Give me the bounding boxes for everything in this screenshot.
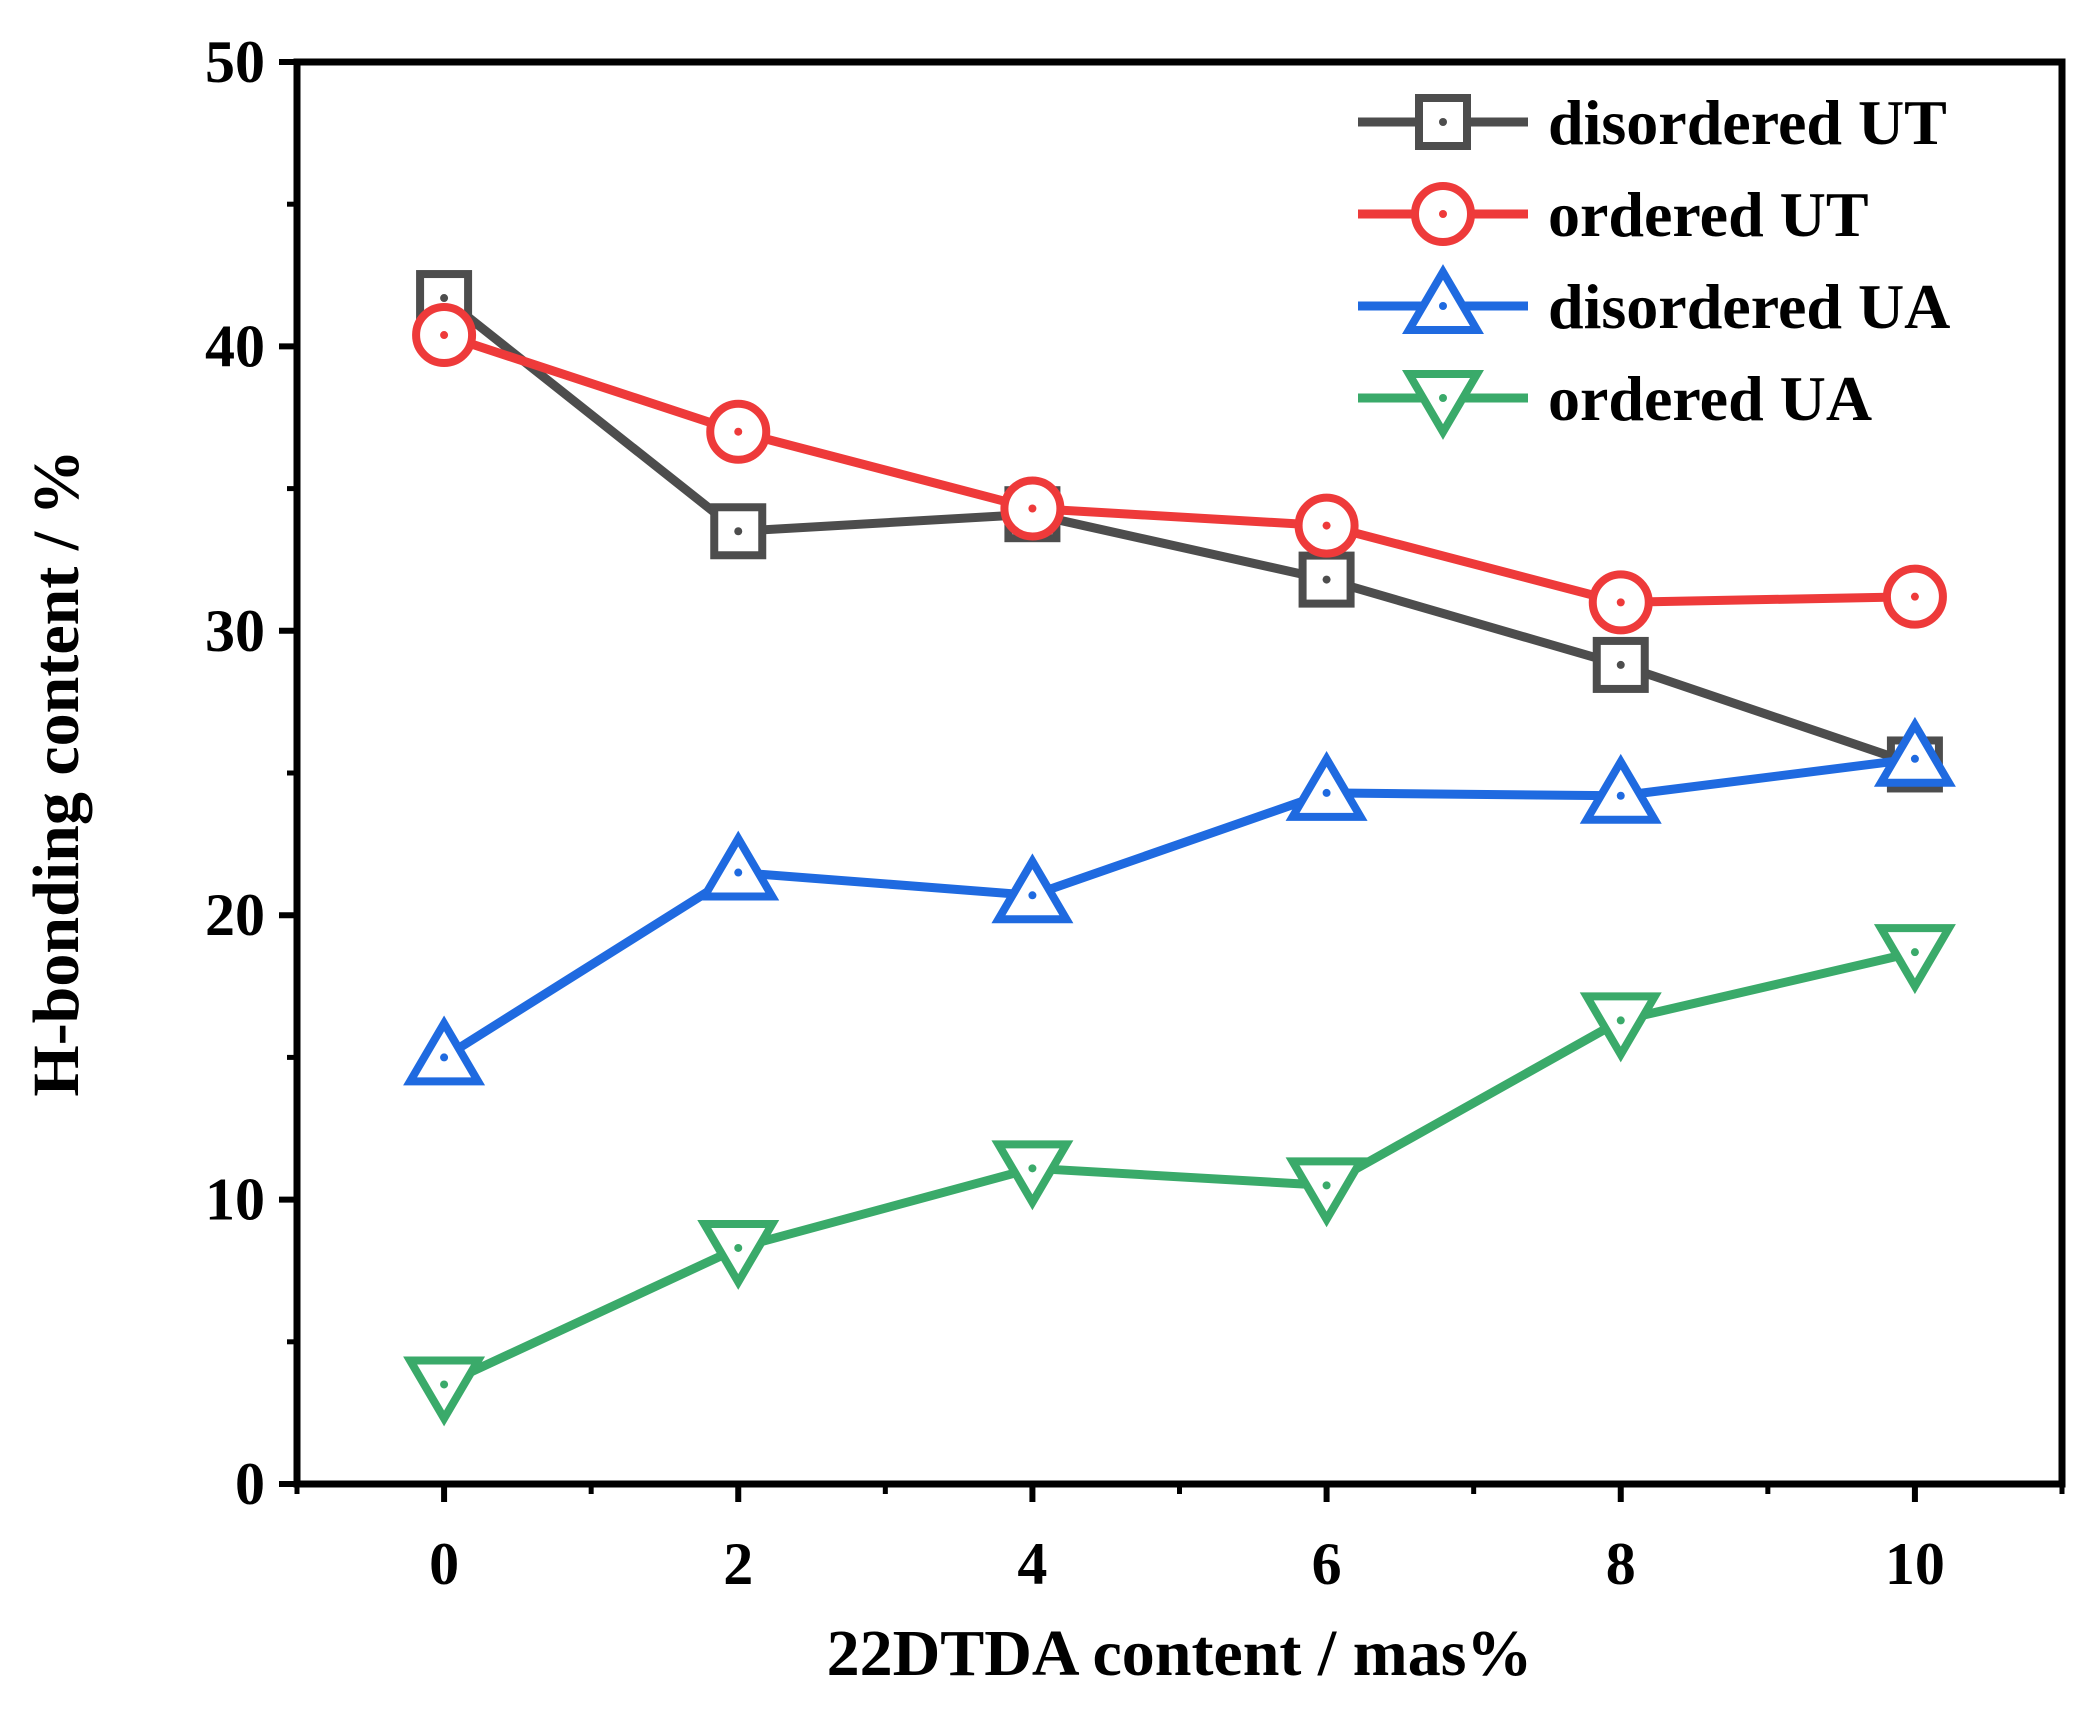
- x-tick-label: 6: [1312, 1531, 1342, 1597]
- data-point-center: [1322, 521, 1331, 530]
- data-point: [697, 1219, 780, 1290]
- data-point-center: [1028, 1164, 1037, 1173]
- legend-item: disordered UA: [1358, 264, 1950, 342]
- y-tick-label: 40: [205, 313, 265, 379]
- data-point-center: [440, 1053, 449, 1062]
- data-point: [403, 1356, 486, 1427]
- series-line: [441, 754, 1916, 1062]
- legend-marker-center: [1439, 394, 1447, 402]
- series-line: [441, 294, 1917, 769]
- x-axis-title: 22DTDA content / mas%: [827, 1617, 1533, 1690]
- series-1: [412, 303, 1947, 635]
- data-point-center: [1616, 660, 1625, 669]
- x-tick-label: 8: [1606, 1531, 1636, 1597]
- data-point: [1873, 924, 1956, 995]
- data-point-center: [1910, 754, 1919, 763]
- y-axis-title: H-bonding content / %: [20, 449, 93, 1096]
- data-point: [991, 1140, 1074, 1211]
- data-point-center: [1028, 891, 1037, 900]
- legend-item: disordered UT: [1358, 87, 1947, 158]
- legend-marker: [1402, 370, 1484, 440]
- data-point: [1285, 750, 1368, 821]
- data-point: [1579, 992, 1662, 1063]
- data-point-center: [1616, 1016, 1625, 1025]
- data-point: [1285, 1157, 1368, 1228]
- legend-item: ordered UA: [1358, 363, 1872, 440]
- x-tick-label: 2: [723, 1531, 753, 1597]
- legend-marker-center: [1439, 118, 1447, 126]
- series-line: [442, 330, 1916, 607]
- legend-label: disordered UA: [1548, 271, 1950, 342]
- data-point-center: [1616, 791, 1625, 800]
- data-point-center: [440, 294, 449, 303]
- legend-marker-center: [1439, 210, 1447, 218]
- y-tick-label: 20: [205, 882, 265, 948]
- data-point-center: [1322, 575, 1331, 584]
- series-line: [442, 947, 1916, 1389]
- data-point-center: [1910, 948, 1919, 957]
- data-point-center: [1028, 504, 1037, 513]
- y-tick-label: 10: [205, 1167, 265, 1233]
- legend-marker-center: [1439, 302, 1447, 310]
- y-axis: 0 10 20 30 40 50: [205, 29, 297, 1517]
- data-point-center: [1322, 1181, 1331, 1190]
- data-point-center: [734, 527, 743, 536]
- legend-item: ordered UT: [1358, 179, 1869, 250]
- y-tick-label: 0: [235, 1451, 265, 1517]
- legend-label: disordered UT: [1548, 87, 1947, 158]
- data-point-center: [734, 868, 743, 877]
- x-axis: 0 2 4 6 8 10: [294, 1484, 2065, 1597]
- data-point: [403, 1015, 486, 1086]
- data-point-center: [734, 427, 743, 436]
- x-tick-label: 10: [1885, 1531, 1945, 1597]
- x-tick-label: 4: [1017, 1531, 1047, 1597]
- data-point: [1873, 716, 1956, 787]
- legend-marker: [1402, 264, 1484, 334]
- y-tick-label: 50: [205, 29, 265, 95]
- series-2: [403, 716, 1956, 1086]
- series-3: [403, 924, 1956, 1427]
- data-point-center: [1910, 592, 1919, 601]
- data-point: [991, 853, 1074, 924]
- data-point-center: [1322, 788, 1331, 797]
- data-point-center: [734, 1243, 743, 1252]
- legend-label: ordered UA: [1548, 363, 1872, 434]
- data-point: [1579, 753, 1662, 824]
- legend: disordered UT ordered UT disordered UA orde…: [1358, 87, 1950, 440]
- legend-label: ordered UT: [1548, 179, 1869, 250]
- series-0: [416, 270, 1943, 793]
- legend-marker: [1415, 94, 1471, 150]
- x-tick-label: 0: [429, 1531, 459, 1597]
- data-point-center: [440, 331, 449, 340]
- data-point-center: [440, 1380, 449, 1389]
- data-point: [697, 830, 780, 901]
- data-point-center: [1616, 598, 1625, 607]
- y-tick-label: 30: [205, 598, 265, 664]
- series-layer: [403, 270, 1956, 1427]
